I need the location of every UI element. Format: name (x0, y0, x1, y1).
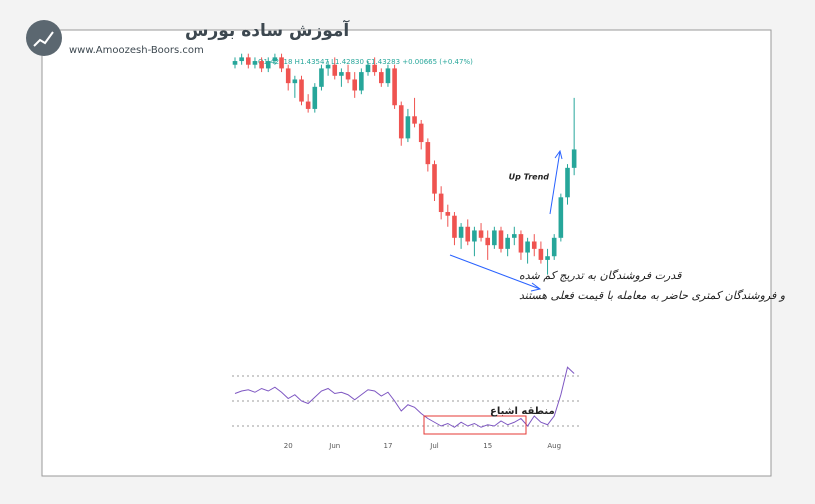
candle-body (299, 79, 304, 102)
candle-body (551, 237, 557, 257)
x-tick-label: 15 (483, 442, 492, 450)
candle-body (398, 105, 404, 139)
candle-body (285, 68, 291, 84)
candle-body (512, 234, 517, 238)
candle-body (505, 237, 510, 249)
candle-body (518, 234, 524, 253)
rsi-line (234, 366, 575, 428)
annotation: Up Trend (509, 173, 550, 182)
candle-body (365, 64, 371, 73)
ohlc-label: O1.42618 H1.43547 L1.42830 C1.43283 +0.0… (258, 58, 473, 66)
oversold-box (423, 415, 527, 435)
candle-body (312, 86, 318, 109)
candle-body (425, 142, 431, 165)
logo-title: آموزش ساده بورس (185, 19, 350, 41)
candle-body (531, 241, 537, 249)
candle-body (472, 230, 477, 242)
candle-body (252, 61, 258, 65)
candle-body (452, 215, 457, 238)
candle-body (465, 226, 471, 242)
candle-body (478, 230, 484, 238)
candle-body (319, 68, 324, 87)
candle-body (379, 72, 384, 84)
candle-body (405, 116, 411, 139)
down-arrow (449, 254, 541, 290)
candle-body (305, 101, 311, 109)
candle-body (438, 193, 444, 213)
arrow-head (530, 282, 542, 292)
candle-body (545, 256, 550, 260)
candle-body (558, 197, 564, 238)
candle-body (445, 212, 451, 216)
candle-body (485, 237, 490, 246)
candle-body (565, 167, 570, 198)
x-tick-label: 17 (383, 442, 392, 450)
logo-arrow (33, 31, 54, 47)
logo-icon (26, 20, 62, 56)
logo: آموزش ساده بورس www.Amoozesh-Boors.com (26, 19, 350, 56)
frame (41, 29, 772, 477)
candle-body (232, 61, 238, 65)
candle-body (345, 72, 351, 80)
candle-body (332, 64, 338, 76)
candle-body (372, 64, 377, 73)
x-tick-label: 20 (284, 442, 293, 450)
x-tick-label: Aug (547, 442, 561, 450)
candle-body (292, 79, 298, 84)
candle-body (412, 116, 417, 124)
arrows (449, 149, 563, 292)
x-tick-label: Jun (328, 442, 340, 450)
candle-body (279, 57, 284, 69)
candle-body (246, 57, 251, 65)
candle-body (571, 149, 577, 168)
candle-body (325, 64, 331, 69)
candle-body (525, 241, 530, 253)
annotation: قدرت فروشندگان به تدریج کم شده (519, 269, 682, 282)
candle-body (492, 230, 497, 246)
x-tick-label: Jul (429, 442, 439, 450)
candle-body (265, 61, 271, 69)
candle-body (498, 230, 504, 249)
candle-body (392, 68, 397, 106)
annotation: و فروشندگان کمتری حاضر به معامله با قیمت… (519, 289, 785, 302)
up-arrow (549, 150, 561, 215)
candle-body (352, 79, 357, 91)
arrow-head (554, 149, 563, 160)
candle-body (359, 72, 364, 91)
candle-body (538, 248, 544, 260)
candle-body (259, 61, 264, 69)
logo-url: www.Amoozesh-Boors.com (69, 45, 204, 56)
candle-body (432, 164, 437, 194)
candle-body (418, 123, 424, 143)
candle-body (272, 57, 278, 62)
candle-body (339, 72, 344, 76)
annotation: منطقه اشباع (490, 406, 555, 417)
candle-body (239, 57, 244, 62)
candle-body (458, 226, 464, 238)
candle-body (385, 68, 391, 84)
